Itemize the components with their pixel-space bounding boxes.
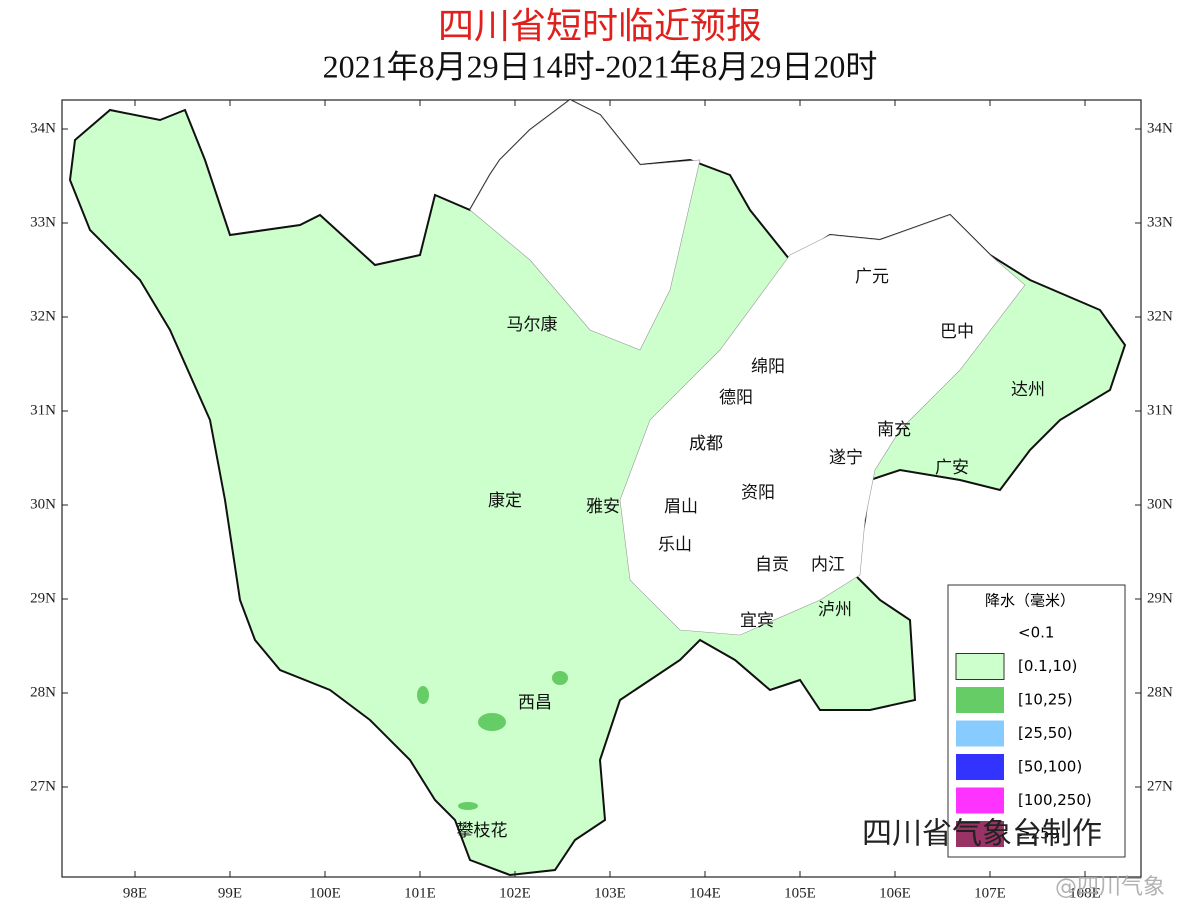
province (68, 98, 1127, 877)
city-label: 乐山 (658, 535, 692, 555)
subtitle: 2021年8月29日14时-2021年8月29日20时 (323, 48, 878, 84)
legend-label: [10,25) (1018, 691, 1073, 709)
lat-tick-label: 32N (30, 308, 56, 324)
lat-tick-label: 29N (1147, 590, 1173, 606)
city-label: 西昌 (518, 693, 552, 713)
lon-tick-label: 98E (123, 885, 147, 901)
city-label: 遂宁 (829, 448, 863, 468)
lat-tick-label: 33N (30, 214, 56, 230)
legend-label: ≥250 (1018, 825, 1059, 843)
watermark: @四川气象 (1055, 875, 1165, 900)
legend-swatch (956, 720, 1004, 747)
legend-label: <0.1 (1018, 624, 1054, 642)
lat-tick-label: 34N (1147, 120, 1173, 136)
city-labels: 马尔康 广元 巴中 绵阳 达州 德阳 南充 成都 遂宁 广安 康定 雅安 眉山 … (457, 267, 1046, 841)
city-label: 马尔康 (507, 315, 558, 335)
lon-tick-label: 103E (594, 885, 626, 901)
city-label: 南充 (877, 420, 911, 440)
legend-title: 降水（毫米） (985, 592, 1075, 610)
credit: 四川省气象台制作 (862, 817, 1102, 852)
legend-swatch (956, 821, 1004, 847)
lon-tick-label: 108E (1069, 885, 1101, 901)
legend-swatch (956, 620, 1004, 646)
legend-label: [0.1,10) (1018, 657, 1077, 675)
city-label: 成都 (689, 434, 723, 454)
city-label: 眉山 (664, 497, 698, 517)
title: 四川省短时临近预报 (438, 6, 762, 47)
city-label: 自贡 (755, 555, 789, 575)
city-label: 巴中 (940, 322, 974, 342)
city-label: 广元 (855, 267, 889, 287)
city-label: 内江 (811, 555, 845, 575)
city-label: 宜宾 (740, 611, 774, 631)
lat-tick-label: 31N (30, 402, 56, 418)
lat-tick-label: 29N (30, 590, 56, 606)
lat-tick-label: 28N (1147, 684, 1173, 700)
lon-tick-label: 101E (404, 885, 436, 901)
legend-swatch (956, 787, 1004, 814)
lat-tick-label: 28N (30, 684, 56, 700)
lon-tick-label: 106E (879, 885, 911, 901)
city-label: 广安 (935, 458, 969, 478)
city-label: 达州 (1011, 380, 1045, 400)
city-label: 绵阳 (751, 357, 785, 377)
legend: 降水（毫米） <0.1 [0.1,10) [10,25) [25,50) [50,100… (947, 584, 1126, 858)
lat-tick-label: 30N (30, 496, 56, 512)
lat-tick-label: 30N (1147, 496, 1173, 512)
legend-swatch (956, 687, 1004, 713)
lon-tick-label: 105E (784, 885, 816, 901)
lon-tick-label: 99E (218, 885, 242, 901)
legend-label: [50,100) (1018, 758, 1082, 776)
lon-tick-label: 100E (309, 885, 341, 901)
lat-tick-label: 31N (1147, 402, 1173, 418)
city-label: 资阳 (741, 483, 775, 503)
lon-tick-label: 102E (499, 885, 531, 901)
city-label: 康定 (488, 491, 522, 511)
lat-tick-label: 33N (1147, 214, 1173, 230)
lat-tick-label: 34N (30, 120, 56, 136)
legend-swatch (955, 653, 1005, 680)
legend-label: [25,50) (1018, 724, 1073, 742)
axis-ticks: 98E 99E 100E 101E 102E 103E 104E 105E 106E 107E 10… (30, 100, 1173, 901)
city-label: 德阳 (719, 388, 753, 408)
city-label: 雅安 (586, 497, 620, 517)
lat-tick-label: 32N (1147, 308, 1173, 324)
lat-tick-label: 27N (30, 778, 56, 794)
lon-tick-label: 107E (974, 885, 1006, 901)
legend-swatch (956, 754, 1004, 780)
city-label: 泸州 (818, 600, 852, 620)
lon-tick-label: 104E (689, 885, 721, 901)
lat-tick-label: 27N (1147, 778, 1173, 794)
legend-label: [100,250) (1018, 791, 1092, 809)
city-label: 攀枝花 (457, 821, 508, 841)
